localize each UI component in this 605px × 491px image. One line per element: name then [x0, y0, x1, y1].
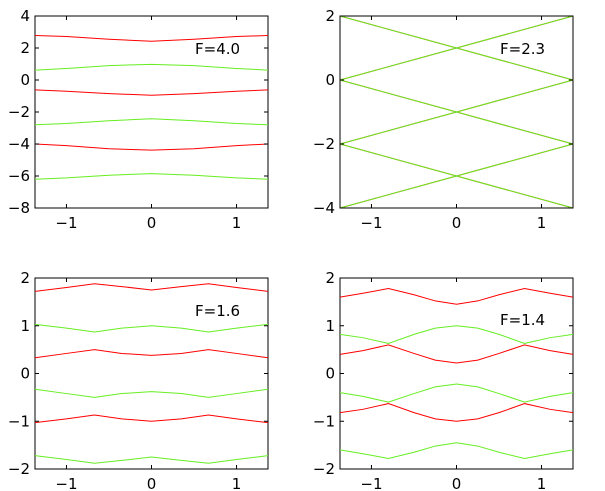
y-tick-label: −2 — [8, 103, 30, 121]
y-tick-label: 2 — [325, 269, 335, 287]
y-tick-label: 2 — [325, 7, 335, 25]
x-tick-label: 1 — [232, 214, 242, 232]
panel-annotation: F=1.6 — [195, 302, 240, 320]
y-tick-label: 2 — [20, 269, 30, 287]
series-line-4 — [34, 118, 269, 126]
x-tick-label: 1 — [537, 475, 547, 491]
y-tick-label: −4 — [313, 199, 335, 217]
series-group — [339, 287, 574, 460]
series-line-2 — [34, 63, 269, 71]
panel-4: −1 0 1 −2 −1 0 1 2 F=1.4 — [313, 269, 574, 491]
series-line-5 — [34, 143, 269, 151]
y-tick-label: 0 — [325, 71, 335, 89]
y-tick-label: 4 — [20, 7, 30, 25]
x-tick-label: 0 — [147, 475, 157, 491]
y-tick-label: −4 — [8, 135, 30, 153]
y-tick-label: 0 — [20, 71, 30, 89]
x-tick-label: −1 — [360, 214, 382, 232]
series-line-10 — [339, 15, 574, 81]
plot-frame — [34, 15, 269, 209]
series-line-3 — [34, 349, 269, 359]
x-tick-label: 1 — [537, 214, 547, 232]
panel-3: −1 0 1 −2 −1 0 1 2 F=1.6 — [8, 269, 269, 491]
y-tick-label: 1 — [325, 317, 335, 335]
series-line-4 — [34, 388, 269, 398]
series-line-2 — [339, 325, 574, 344]
series-group — [34, 283, 269, 464]
series-line-11 — [339, 79, 574, 145]
series-line-4 — [339, 383, 574, 403]
series-line-3 — [34, 89, 269, 96]
y-tick-label: −1 — [313, 412, 335, 430]
panel-annotation: F=4.0 — [195, 40, 240, 58]
x-tick-label: 0 — [147, 214, 157, 232]
y-tick-label: −2 — [313, 460, 335, 478]
x-tick-label: −1 — [55, 475, 77, 491]
x-tick-label: −1 — [55, 214, 77, 232]
x-tick-label: 1 — [232, 475, 242, 491]
series-line-1 — [34, 283, 269, 292]
panel-1: −1 0 1 −8 −6 −4 −2 0 2 4 F=4.0 — [8, 7, 269, 232]
x-tick-label: −1 — [360, 475, 382, 491]
plot-frame — [339, 277, 574, 470]
series-line-1 — [339, 287, 574, 305]
y-tick-label: 0 — [325, 365, 335, 383]
series-line-12 — [339, 143, 574, 209]
x-tick-label: 0 — [452, 475, 462, 491]
y-tick-label: −6 — [8, 167, 30, 185]
y-tick-label: −1 — [8, 412, 30, 430]
panel-annotation: F=1.4 — [500, 311, 545, 329]
series-line-1 — [34, 35, 269, 42]
series-line-6 — [34, 173, 269, 180]
series-line-5 — [339, 403, 574, 422]
panel-annotation: F=2.3 — [500, 40, 545, 58]
y-tick-label: −8 — [8, 199, 30, 217]
panel-2: −1 0 1 −4 −2 0 2 F=2.3 — [313, 7, 574, 232]
x-tick-label: 0 — [452, 214, 462, 232]
series-line-3 — [339, 344, 574, 364]
y-tick-label: 2 — [20, 39, 30, 57]
series-line-5 — [34, 414, 269, 424]
y-tick-label: −2 — [8, 460, 30, 478]
y-tick-label: 1 — [20, 317, 30, 335]
series-line-6 — [339, 442, 574, 460]
plot-frame — [34, 277, 269, 470]
series-group — [34, 35, 269, 180]
y-tick-label: −2 — [313, 135, 335, 153]
series-line-2 — [34, 323, 269, 333]
series-line-6 — [34, 455, 269, 464]
y-tick-label: 0 — [20, 365, 30, 383]
series-group — [339, 15, 574, 209]
